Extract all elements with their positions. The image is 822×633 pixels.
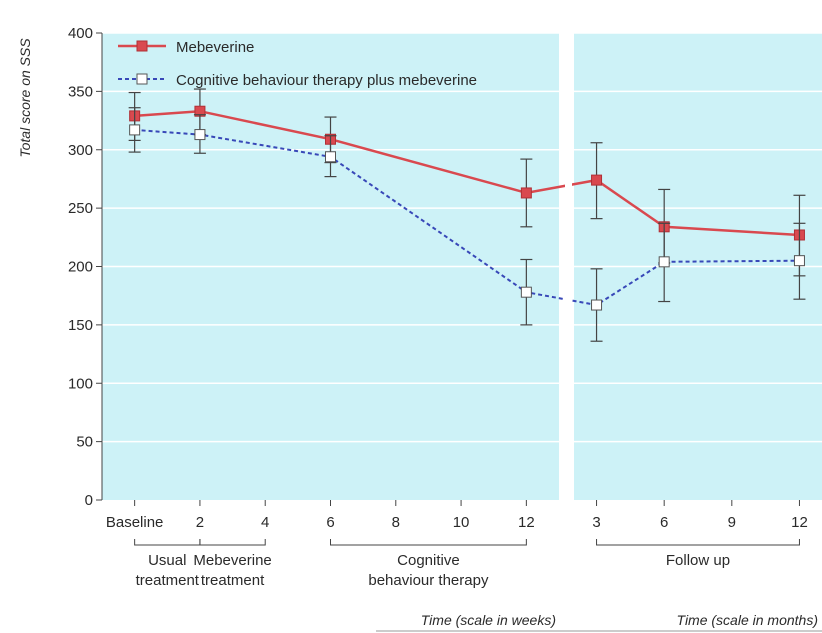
phase-label: Cognitive bbox=[397, 552, 460, 569]
x-tick-label: 6 bbox=[326, 514, 334, 531]
legend-mebeverine-label: Mebeverine bbox=[176, 39, 254, 56]
data-point-cbt bbox=[129, 124, 141, 136]
x-tick-label: 2 bbox=[196, 514, 204, 531]
x-tick-label: 3 bbox=[592, 514, 600, 531]
phase-label: behaviour therapy bbox=[368, 572, 489, 589]
phase-label: treatment bbox=[201, 572, 265, 589]
x-tick-label: 12 bbox=[791, 514, 808, 531]
phase-annotations: Usual treatment Mebeverine treatment Cogniti… bbox=[134, 539, 800, 589]
axes: 0 50 100 150 200 250 300 350 400 Baseline 2 4 6 8 10 12… bbox=[68, 25, 808, 531]
y-tick-label: 400 bbox=[68, 25, 93, 42]
legend-mebeverine-marker bbox=[136, 40, 148, 52]
data-point-cbt bbox=[591, 299, 603, 311]
x-axis-title-weeks: Time (scale in weeks) bbox=[421, 612, 556, 628]
y-axis-title: Total score on SSS bbox=[17, 38, 33, 158]
y-tick-label: 350 bbox=[68, 83, 93, 100]
data-point-cbt bbox=[325, 151, 336, 163]
data-point-mebeverine bbox=[591, 174, 603, 186]
legend-cbt-label: Cognitive behaviour therapy plus mebever… bbox=[176, 72, 477, 89]
data-point-cbt bbox=[194, 129, 206, 141]
panel-gap bbox=[565, 31, 572, 502]
x-tick-label: 6 bbox=[660, 514, 668, 531]
data-point-mebeverine bbox=[520, 187, 532, 199]
x-tick-label: 10 bbox=[453, 514, 470, 531]
y-tick-label: 0 bbox=[85, 492, 93, 509]
y-tick-label: 300 bbox=[68, 142, 93, 159]
y-tick-label: 200 bbox=[68, 259, 93, 276]
x-tick-label: 12 bbox=[518, 514, 535, 531]
phase-label: treatment bbox=[136, 572, 200, 589]
phase-label: Follow up bbox=[666, 552, 730, 569]
phase-label: Usual bbox=[148, 552, 186, 569]
phase-label: Mebeverine bbox=[193, 552, 271, 569]
phase-bracket bbox=[199, 539, 266, 546]
data-point-cbt bbox=[793, 255, 805, 267]
x-tick-label: Baseline bbox=[106, 514, 164, 531]
x-axis-title-months: Time (scale in months) bbox=[677, 612, 818, 628]
y-tick-label: 150 bbox=[68, 317, 93, 334]
x-tick-label: 8 bbox=[392, 514, 400, 531]
phase-bracket bbox=[330, 539, 527, 546]
phase-bracket bbox=[596, 539, 800, 546]
y-tick-label: 250 bbox=[68, 200, 93, 217]
data-point-cbt bbox=[658, 256, 670, 268]
x-tick-label: 9 bbox=[728, 514, 736, 531]
x-tick-label: 4 bbox=[261, 514, 269, 531]
y-tick-label: 50 bbox=[76, 434, 93, 451]
y-tick-label: 100 bbox=[68, 375, 93, 392]
legend-cbt-marker bbox=[136, 73, 148, 85]
legend: Mebeverine Cognitive behaviour therapy p… bbox=[118, 39, 477, 89]
phase-bracket bbox=[134, 539, 201, 546]
series bbox=[128, 31, 806, 502]
data-point-cbt bbox=[520, 286, 532, 298]
